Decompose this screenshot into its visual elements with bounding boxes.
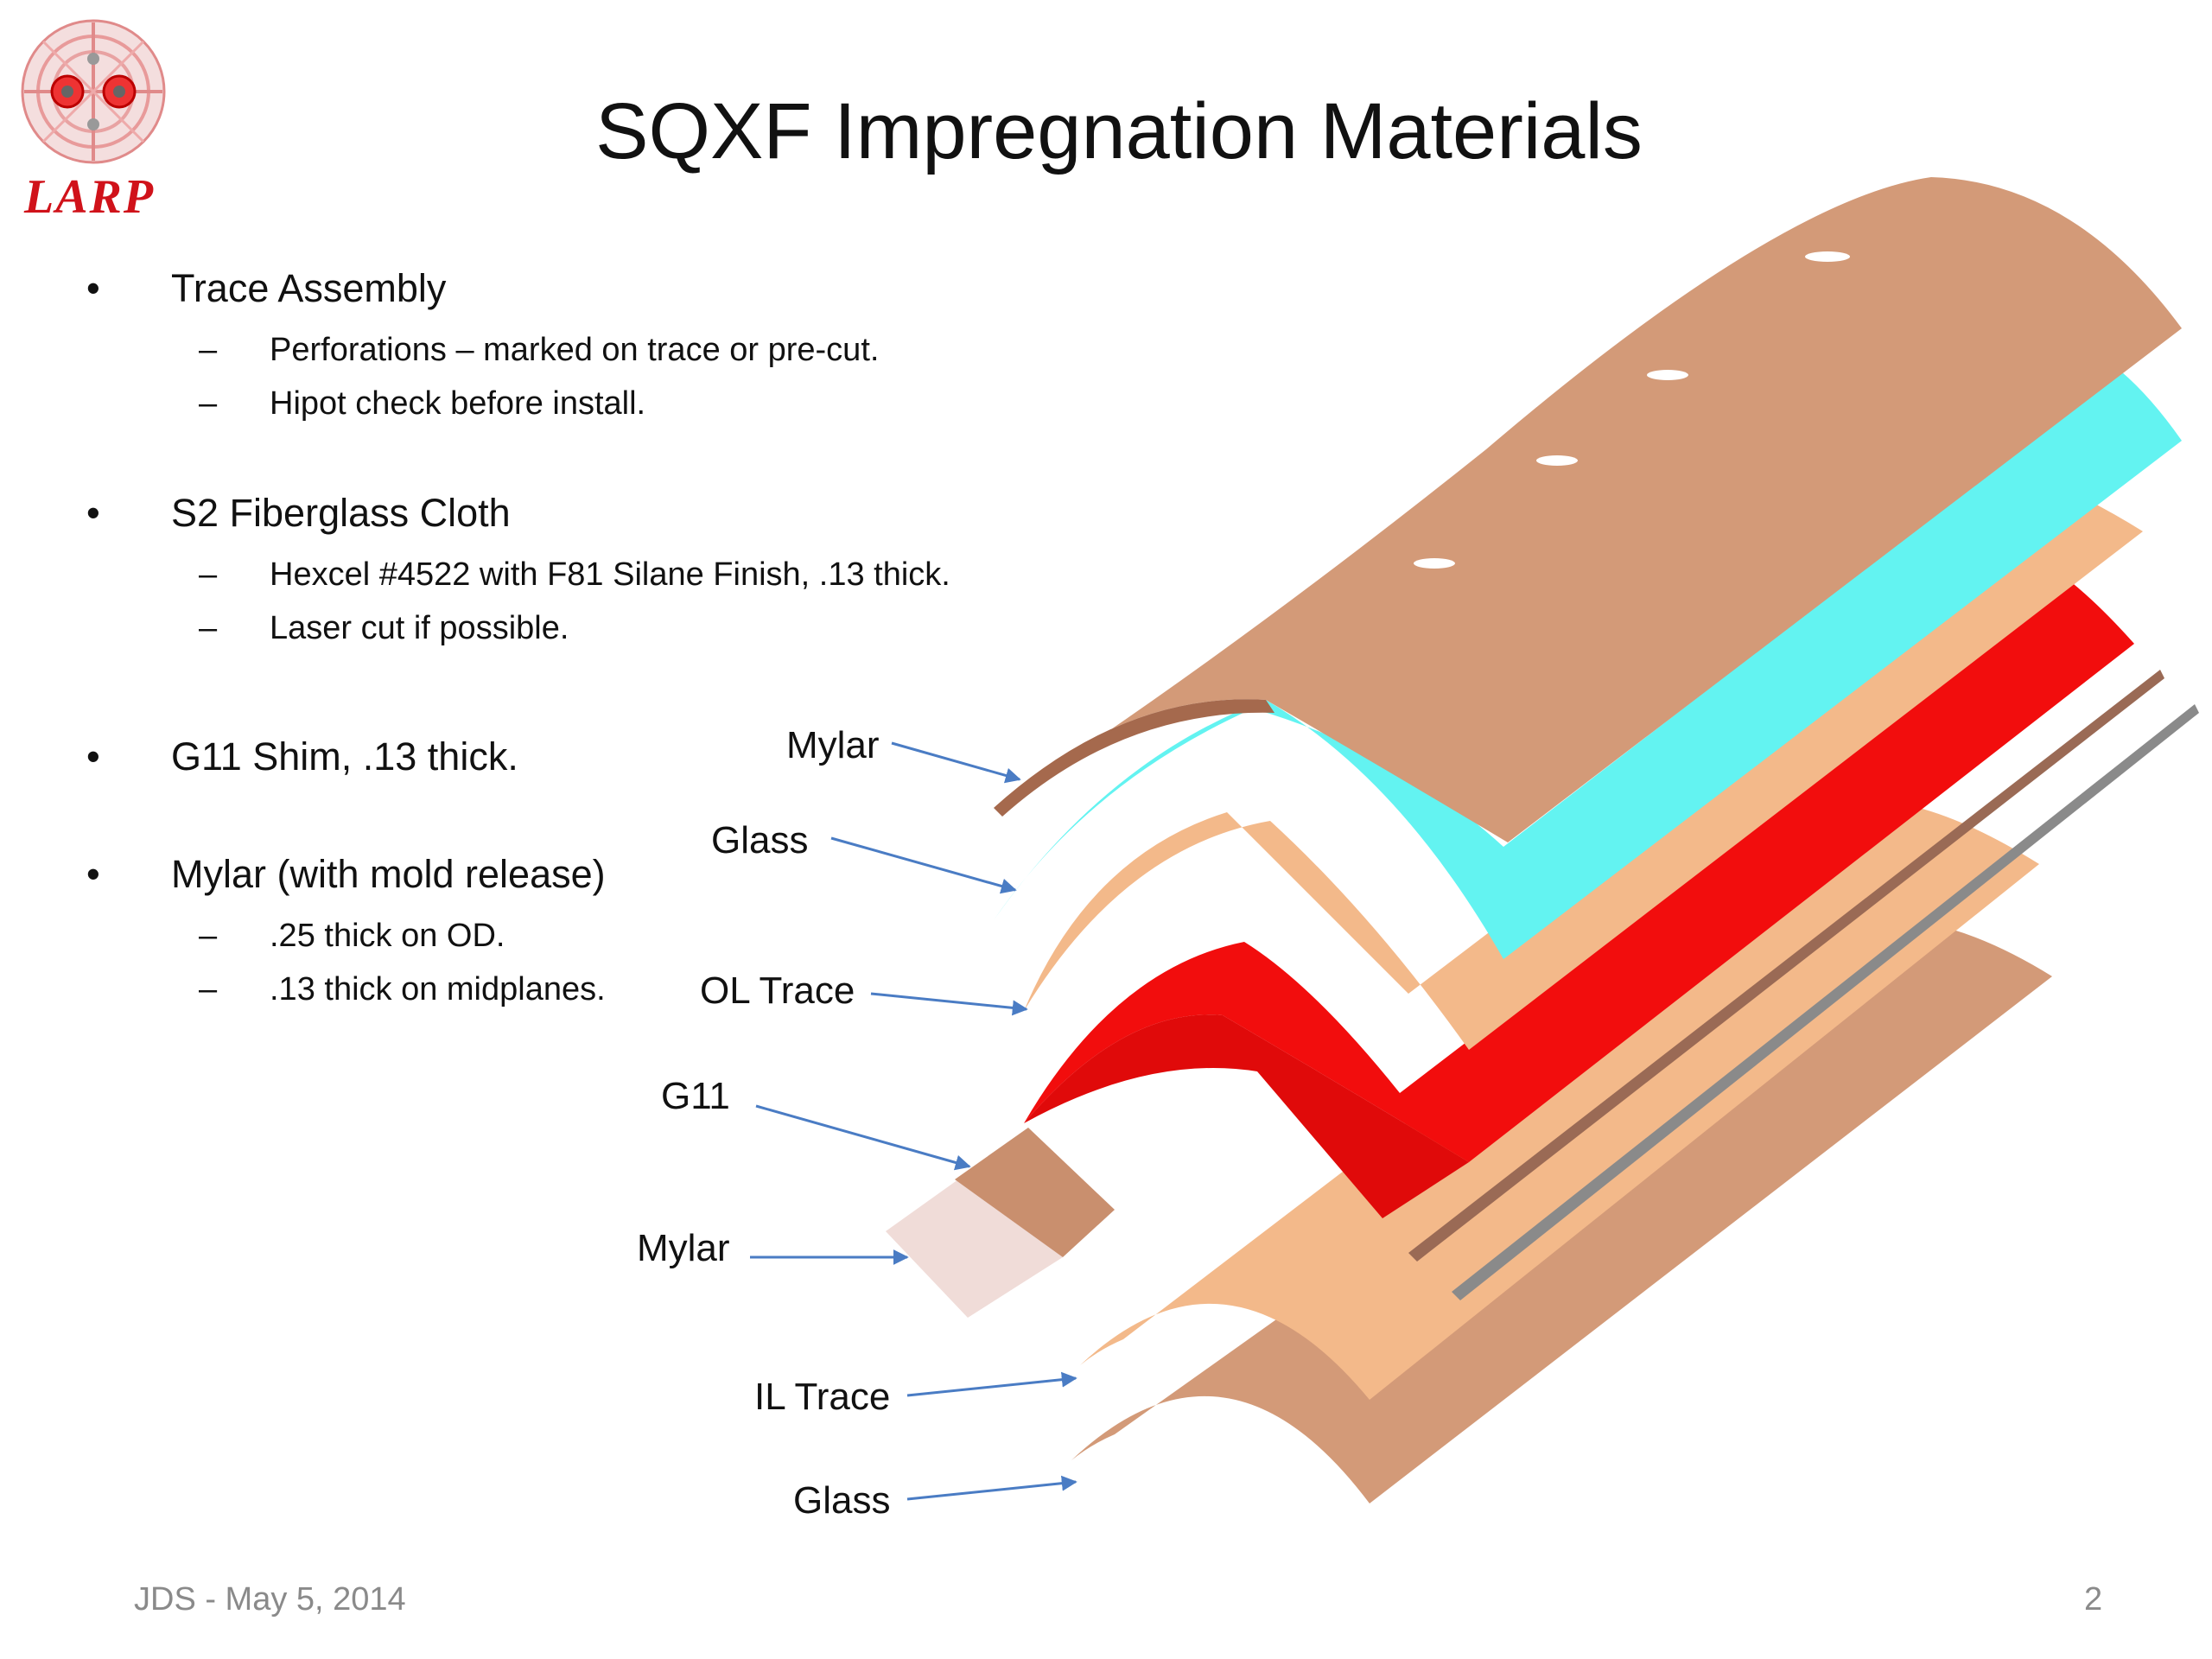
layer-midplane-strip — [1452, 704, 2199, 1300]
bullet-text: Trace Assembly — [171, 266, 447, 310]
bullet-icon: • — [86, 491, 100, 535]
perforation — [1647, 370, 1688, 380]
page-title: SQXF Impregnation Materials — [595, 87, 1643, 175]
perforation — [1805, 251, 1850, 262]
page-number: 2 — [2084, 1581, 2103, 1618]
arrow-ol-trace — [870, 992, 1028, 1016]
layer-g11 — [1024, 581, 2134, 1162]
layer-mylar-outer — [994, 177, 2182, 842]
perforation — [1414, 558, 1455, 569]
footer-date: JDS - May 5, 2014 — [134, 1581, 406, 1618]
label-mylar-outer: Mylar — [786, 724, 880, 766]
dash-icon: – — [199, 971, 218, 1007]
arrow-g11 — [755, 1104, 971, 1171]
label-g11: G11 — [661, 1075, 730, 1117]
label-glass-bottom: Glass — [793, 1479, 891, 1522]
layer-mylar-inner — [886, 1166, 1063, 1318]
sub-bullet-text: Laser cut if possible. — [270, 610, 569, 646]
bullet-text: Mylar (with mold release) — [171, 852, 606, 896]
sub-bullet-text: Hexcel #4522 with F81 Silane Finish, .13… — [270, 556, 950, 593]
label-ol-trace: OL Trace — [700, 969, 855, 1012]
layer-mylar-edge — [994, 699, 1274, 817]
larp-emblem-icon — [21, 19, 166, 164]
arrow-glass-bottom — [906, 1475, 1077, 1501]
dash-icon: – — [199, 556, 218, 593]
bullet-text: S2 Fiberglass Cloth — [171, 491, 511, 535]
sub-bullet-text: .13 thick on midplanes. — [270, 971, 606, 1007]
bullet-icon: • — [86, 734, 100, 779]
bullet-icon: • — [86, 852, 100, 896]
layer-midplane-strip — [1408, 670, 2164, 1262]
layer-glass — [994, 372, 2182, 959]
dash-icon: – — [199, 385, 218, 422]
label-mylar-inner: Mylar — [637, 1227, 730, 1269]
layer-g11-front — [1024, 1014, 1469, 1218]
dash-icon: – — [199, 918, 218, 954]
sub-bullet-text: Hipot check before install. — [270, 385, 646, 422]
sub-bullet-text: .25 thick on OD. — [270, 918, 505, 954]
perforation — [1536, 455, 1578, 466]
sub-bullet-text: Perforations – marked on trace or pre-cu… — [270, 332, 880, 368]
dash-icon: – — [199, 610, 218, 646]
arrow-mylar-outer — [891, 741, 1021, 784]
bullet-icon: • — [86, 266, 100, 310]
arrow-il-trace — [906, 1371, 1077, 1397]
dash-icon: – — [199, 332, 218, 368]
larp-logo: LARP — [16, 16, 171, 224]
logo-text: LARP — [24, 170, 156, 224]
label-glass: Glass — [711, 819, 809, 861]
arrow-glass — [830, 836, 1017, 894]
bullet-text: G11 Shim, .13 thick. — [171, 734, 518, 779]
label-il-trace: IL Trace — [754, 1376, 891, 1418]
layer-mylar-strip — [955, 1128, 1115, 1257]
